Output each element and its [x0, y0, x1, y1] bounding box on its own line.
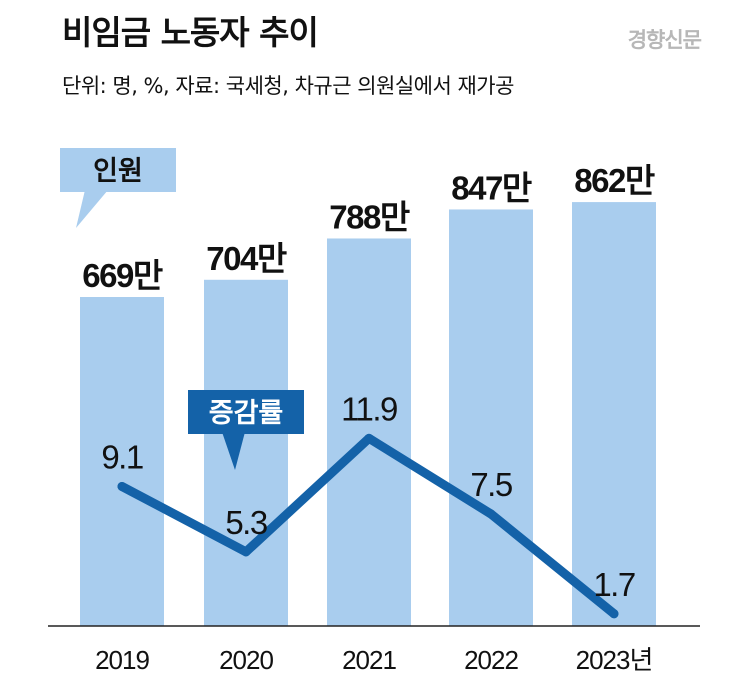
- watermark: 경향신문: [627, 28, 702, 52]
- x-tick-label: 2019: [95, 645, 149, 675]
- bar-2021: [327, 238, 411, 626]
- legend-bar-pointer: [76, 190, 108, 228]
- x-tick-label: 2023년: [576, 645, 653, 675]
- bar-value-label: 669만: [82, 257, 163, 294]
- rate-point: [364, 433, 374, 443]
- rate-point: [241, 547, 251, 557]
- legend-bar-label: 인원: [93, 156, 143, 187]
- bar-value-label: 788만: [329, 198, 410, 235]
- legend-bar-box: [60, 148, 176, 192]
- rate-value-label: 5.3: [225, 504, 267, 541]
- bar-2022: [449, 209, 533, 626]
- rate-point: [117, 481, 127, 491]
- chart-title: 비임금 노동자 추이: [62, 13, 319, 52]
- bar-value-label: 847만: [451, 169, 532, 206]
- x-tick-label: 2020: [219, 645, 273, 675]
- bars-layer: [80, 202, 656, 626]
- bar-value-label: 704만: [206, 240, 287, 277]
- bar-2019: [80, 297, 164, 626]
- rate-value-label: 11.9: [341, 390, 397, 427]
- legend-line-label: 증감률: [209, 398, 284, 429]
- x-tick-label: 2022: [464, 645, 518, 675]
- data-labels-layer: 669만 704만 788만 847만 862만 9.1 5.3 11.9 7.5 1.7: [82, 162, 656, 603]
- x-tick-labels: 2019 2020 2021 2022 2023년: [95, 645, 653, 675]
- legend-line-box: [188, 390, 304, 434]
- line-layer: [117, 433, 619, 619]
- chart-subtitle: 단위: 명, %, 자료: 국세청, 차규근 의원실에서 재가공: [62, 74, 514, 98]
- rate-point: [609, 609, 619, 619]
- rate-value-label: 1.7: [593, 566, 635, 603]
- legend-line-series: 증감률: [188, 390, 304, 470]
- bar-2023년: [572, 202, 656, 626]
- legend-line-pointer: [222, 432, 245, 470]
- rate-value-label: 7.5: [470, 466, 512, 503]
- rate-value-label: 9.1: [101, 438, 143, 475]
- x-tick-label: 2021: [342, 645, 396, 675]
- legend-bar-series: 인원: [60, 148, 176, 228]
- bar-2020: [204, 279, 288, 626]
- bar-value-label: 862만: [574, 162, 655, 199]
- rate-point: [486, 509, 496, 519]
